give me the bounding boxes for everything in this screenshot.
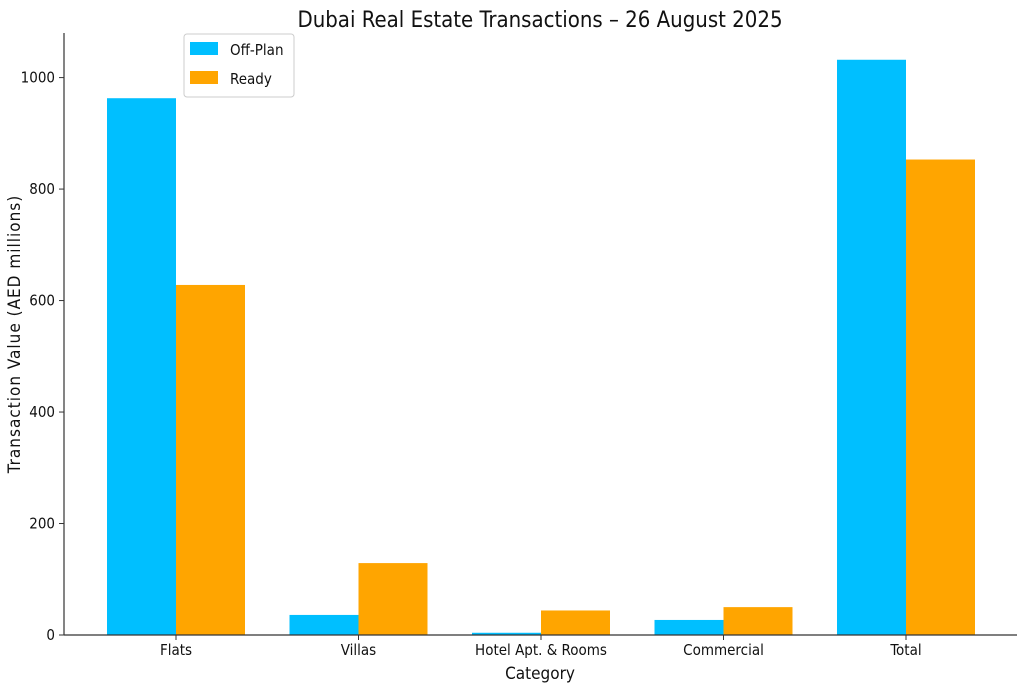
x-tick-label: Total bbox=[889, 641, 921, 659]
x-axis-ticks: Flats Villas Hotel Apt. & Rooms Commercial T… bbox=[160, 635, 922, 659]
y-tick-label: 0 bbox=[46, 626, 55, 644]
legend-label-off-plan: Off-Plan bbox=[230, 41, 284, 59]
chart-title: Dubai Real Estate Transactions – 26 Augu… bbox=[297, 8, 782, 33]
legend-swatch-off-plan bbox=[190, 42, 218, 55]
bar-off-plan-flats bbox=[107, 98, 176, 635]
y-tick-label: 200 bbox=[29, 515, 55, 533]
bar-off-plan-hotel-apt-rooms bbox=[472, 632, 541, 635]
bar-ready-hotel-apt-rooms bbox=[541, 610, 610, 635]
bar-ready-villas bbox=[358, 563, 428, 635]
bar-ready-total bbox=[906, 159, 975, 635]
x-tick-label: Flats bbox=[160, 641, 192, 659]
legend-swatch-ready bbox=[190, 71, 218, 84]
bar-off-plan-commercial bbox=[654, 619, 724, 635]
x-axis-label: Category bbox=[505, 664, 575, 684]
bar-ready-flats bbox=[176, 284, 245, 635]
y-tick-label: 1000 bbox=[21, 69, 55, 87]
bar-off-plan-total bbox=[837, 59, 906, 635]
bar-ready-commercial bbox=[723, 607, 793, 635]
y-tick-label: 800 bbox=[29, 180, 55, 198]
bars-group bbox=[107, 59, 975, 635]
legend-label-ready: Ready bbox=[230, 70, 272, 88]
y-tick-label: 600 bbox=[29, 292, 55, 310]
y-tick-label: 400 bbox=[29, 403, 55, 421]
x-tick-label: Commercial bbox=[683, 641, 764, 659]
bar-off-plan-villas bbox=[289, 614, 359, 635]
x-tick-label: Villas bbox=[341, 641, 376, 659]
y-axis-label: Transaction Value (AED millions) bbox=[5, 195, 25, 474]
x-tick-label: Hotel Apt. & Rooms bbox=[475, 641, 607, 659]
legend: Off-Plan Ready bbox=[183, 33, 295, 98]
y-axis-ticks: 0 200 400 600 800 1000 bbox=[21, 69, 64, 644]
